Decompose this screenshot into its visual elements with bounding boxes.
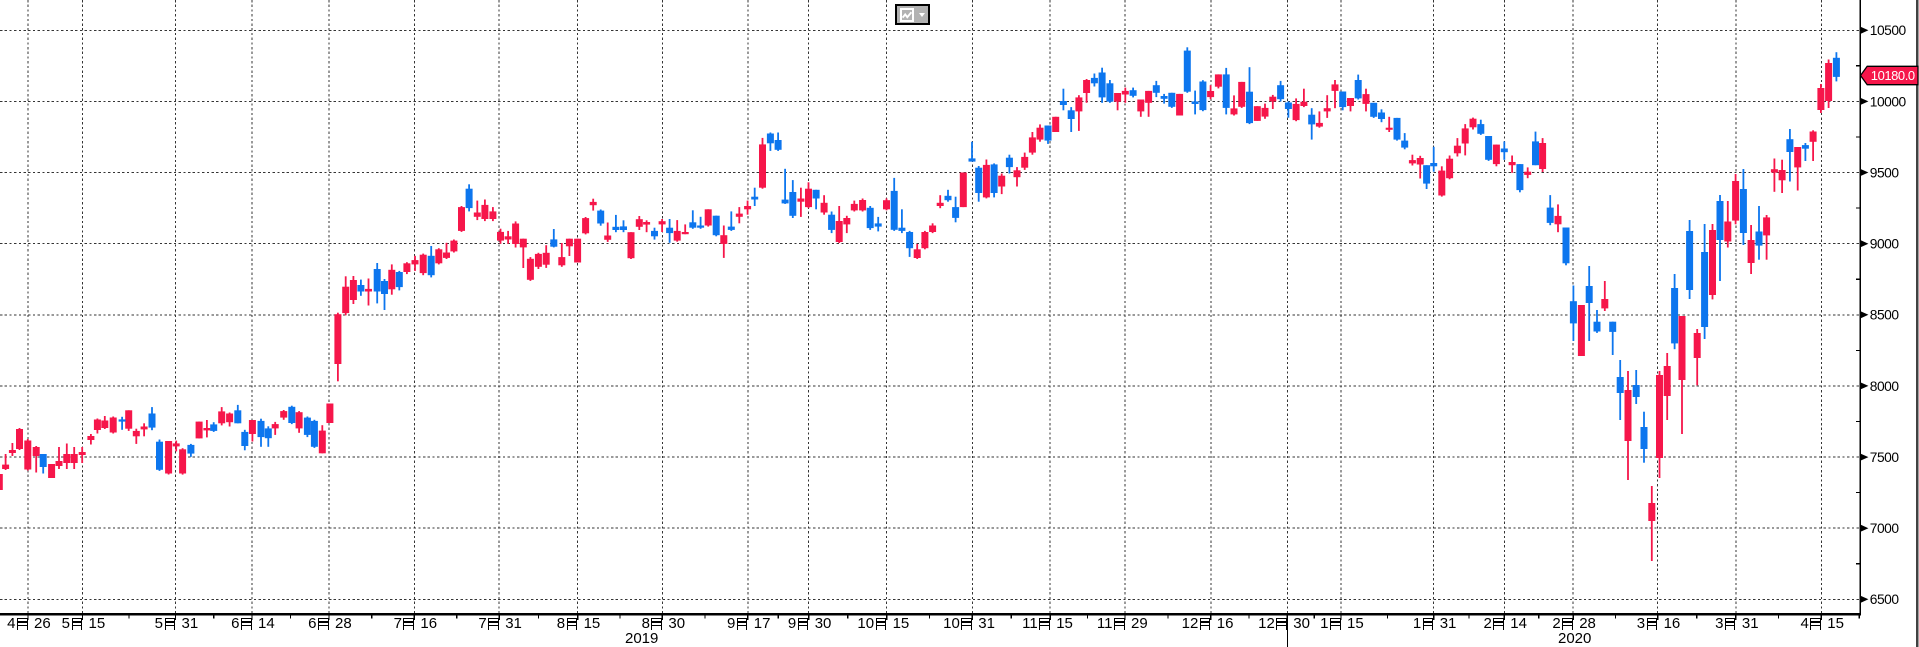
svg-text:8000: 8000 <box>1870 379 1900 394</box>
svg-text:6500: 6500 <box>1870 592 1900 607</box>
svg-text:7500: 7500 <box>1870 450 1900 465</box>
svg-text:10180.0: 10180.0 <box>1871 68 1915 83</box>
svg-text:10500: 10500 <box>1870 23 1907 38</box>
svg-text:10000: 10000 <box>1870 94 1907 109</box>
svg-text:7000: 7000 <box>1870 521 1900 536</box>
svg-text:9500: 9500 <box>1870 165 1900 180</box>
svg-text:8500: 8500 <box>1870 308 1900 323</box>
svg-text:9000: 9000 <box>1870 237 1900 252</box>
